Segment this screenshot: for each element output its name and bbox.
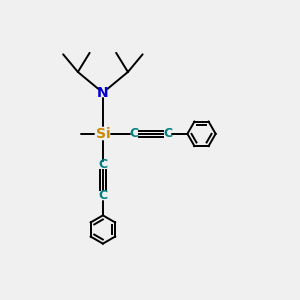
Text: Si: Si — [96, 127, 110, 141]
Text: C: C — [98, 189, 107, 202]
Text: C: C — [163, 127, 172, 140]
Text: N: N — [97, 85, 109, 100]
Text: C: C — [129, 127, 138, 140]
Text: C: C — [98, 158, 107, 171]
